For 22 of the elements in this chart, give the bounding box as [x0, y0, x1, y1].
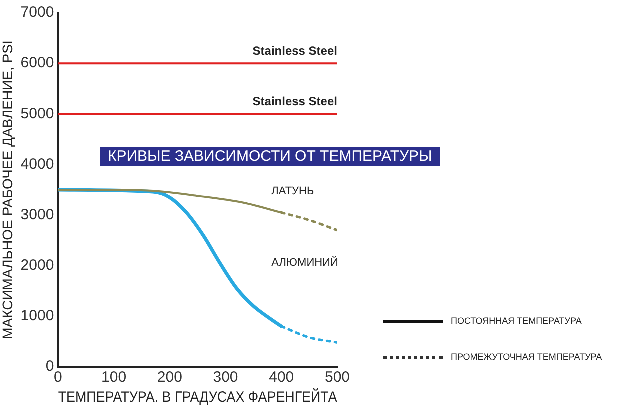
x-axis-title: ТЕМПЕРАТУРА. В ГРАДУСАХ ФАРЕНГЕЙТА [58, 388, 338, 406]
x-tick-label: 100 [102, 369, 127, 386]
ref-line-label: Stainless Steel [252, 44, 338, 58]
x-tick-label: 500 [324, 369, 350, 386]
y-tick-label: 3000 [20, 206, 54, 224]
ref-line-label: Stainless Steel [252, 94, 338, 108]
x-tick-label: 300 [213, 369, 238, 386]
y-tick-label: 7000 [20, 4, 54, 22]
series-label: ЛАТУНЬ [272, 185, 314, 198]
text: ПРОМЕЖУТОЧНАЯ ТЕМПЕРАТУРА [451, 352, 602, 362]
y-tick-label: 6000 [20, 54, 54, 72]
x-tick-label: 200 [157, 369, 182, 386]
y-tick-label: 0 [46, 358, 54, 376]
y-tick-label: 2000 [20, 257, 54, 274]
y-tick-label: 5000 [20, 105, 54, 122]
text: ПОСТОЯННАЯ ТЕМПЕРАТУРА [451, 316, 582, 326]
y-axis-title: МАКСИМАЛЬНОЕ РАБОЧЕЕ ДАВЛЕНИЕ, PSI [0, 40, 16, 340]
text: АЛЮМИНИЙ [272, 256, 338, 269]
text: КРИВЫЕ ЗАВИСИМОСТИ ОТ ТЕМПЕРАТУРЫ [100, 147, 440, 166]
x-tick-label: 400 [269, 369, 294, 386]
y-tick-label: 4000 [20, 156, 54, 173]
y-tick-label: 1000 [20, 308, 54, 325]
